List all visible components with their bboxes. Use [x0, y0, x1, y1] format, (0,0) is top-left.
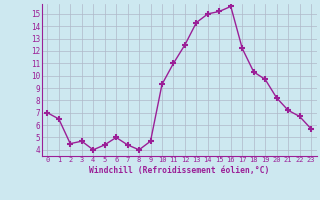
- X-axis label: Windchill (Refroidissement éolien,°C): Windchill (Refroidissement éolien,°C): [89, 166, 269, 175]
